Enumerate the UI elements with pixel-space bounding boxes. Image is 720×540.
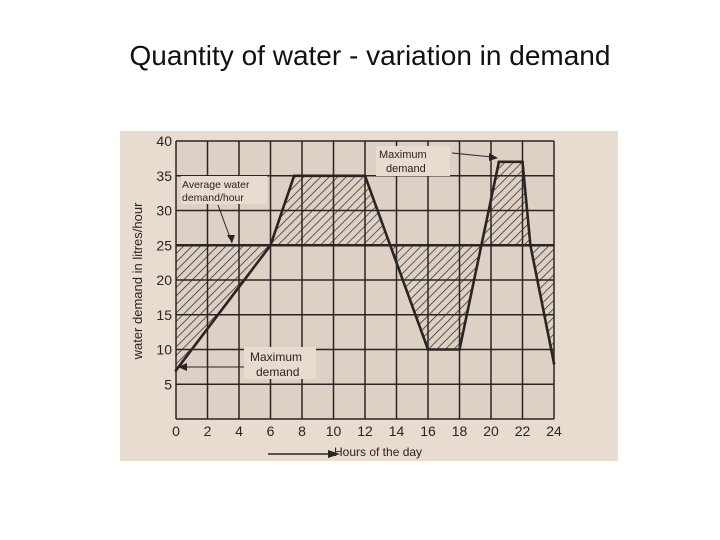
shaded-region — [498, 161, 523, 246]
x-tick-label: 8 — [298, 423, 306, 439]
slide-title: Quantity of water - variation in demand — [129, 40, 611, 71]
annotation-max-top-line2: demand — [386, 163, 426, 175]
x-tick-label: 2 — [204, 423, 212, 439]
data-point — [552, 362, 556, 365]
y-axis-label: water demand in litres/hour — [130, 202, 145, 360]
annotation-average-line1: Average water — [182, 179, 250, 191]
y-tick-label: 30 — [156, 203, 172, 219]
data-point — [174, 368, 178, 372]
shaded-region — [428, 245, 460, 350]
data-point — [426, 348, 430, 351]
shaded-region — [522, 161, 531, 246]
x-tick-label: 0 — [172, 423, 180, 439]
data-point — [292, 174, 296, 178]
x-tick-label: 18 — [452, 423, 468, 439]
annotation-max-bottom-line2: demand — [256, 365, 299, 379]
annotation-max-demand-bottom: Maximum demand — [178, 347, 316, 379]
data-point — [458, 348, 461, 351]
y-tick-label: 10 — [156, 342, 172, 358]
annotation-max-demand-top: Maximum demand — [376, 146, 498, 176]
y-tick-label: 20 — [156, 272, 172, 288]
demand-curve — [174, 160, 556, 372]
y-tick-label: 35 — [156, 168, 172, 184]
data-point — [363, 174, 367, 178]
annotation-average-demand: Average water demand/hour — [181, 176, 267, 244]
data-point — [521, 160, 524, 164]
x-tick-label: 14 — [389, 423, 405, 439]
y-tick-label: 25 — [156, 237, 172, 253]
demand-line — [174, 160, 556, 372]
x-axis-label: Hours of the day — [334, 445, 422, 459]
data-point — [528, 243, 532, 247]
x-tick-label: 20 — [483, 423, 499, 439]
annotation-average-line2: demand/hour — [182, 192, 244, 204]
chart-scan: 5 10 15 20 25 30 35 40 0 2 4 6 8 10 12 14 16 18 20 22 24 wat… — [120, 131, 618, 461]
annotation-max-bottom-line1: Maximum — [250, 350, 302, 364]
x-tick-label: 4 — [235, 423, 243, 439]
x-tick-label: 10 — [326, 423, 342, 439]
annotation-max-top-line1: Maximum — [379, 149, 427, 161]
grid — [175, 140, 555, 420]
data-point — [269, 243, 272, 247]
x-tick-label: 16 — [420, 423, 436, 439]
y-tick-label: 5 — [164, 376, 172, 392]
y-tick-label: 15 — [156, 307, 172, 323]
x-tick-label: 22 — [515, 423, 531, 439]
x-tick-label: 12 — [357, 423, 373, 439]
x-tick-label: 6 — [267, 423, 275, 439]
x-tick-label: 24 — [546, 423, 562, 439]
x-axis-label-arrowhead — [328, 450, 340, 458]
data-point — [497, 160, 501, 164]
y-tick-label: 40 — [156, 133, 172, 149]
